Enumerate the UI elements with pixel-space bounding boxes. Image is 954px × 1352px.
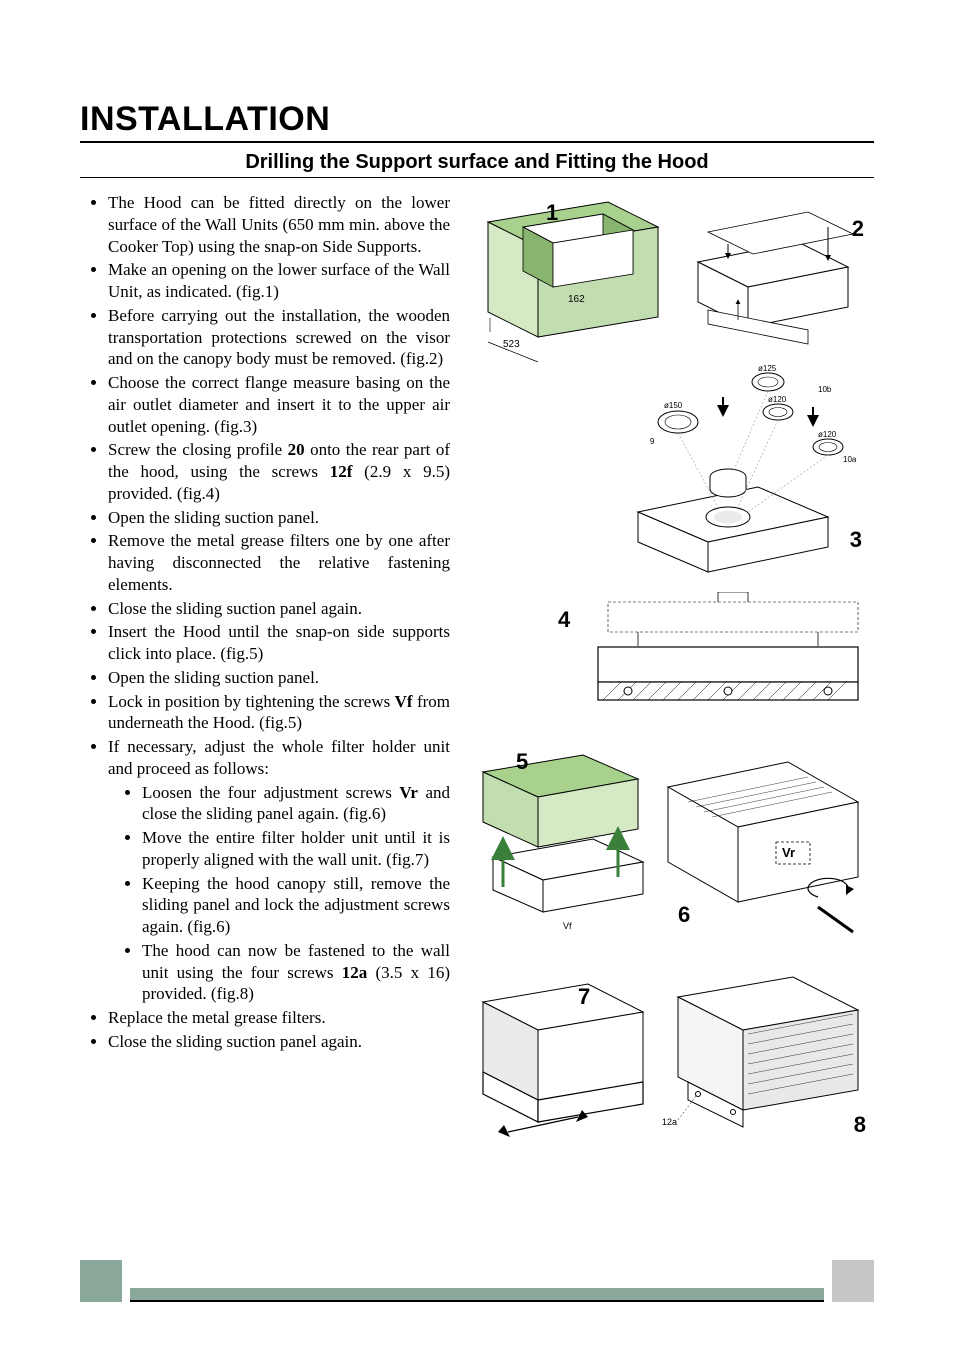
list-item: Keeping the hood canopy still, remove th… — [142, 873, 450, 938]
fig8-svg — [658, 972, 868, 1147]
fig8-number: 8 — [854, 1112, 866, 1138]
figure-6: Vr 6 — [658, 747, 868, 947]
page: INSTALLATION Drilling the Support surfac… — [0, 0, 954, 1352]
fig1-dim-w: 523 — [503, 339, 520, 350]
svg-text:Vf: Vf — [563, 921, 572, 931]
list-item: Screw the closing profile 20 onto the re… — [108, 439, 450, 504]
fig1-number: 1 — [546, 200, 558, 226]
fig6-vr-label: Vr — [782, 845, 795, 860]
footer-accent-right — [832, 1260, 874, 1302]
fig1-svg: 523 162 — [468, 192, 668, 362]
list-item: Before carrying out the installation, th… — [108, 305, 450, 370]
figure-7: 7 — [468, 972, 658, 1147]
list-item: Replace the metal grease filters. — [108, 1007, 450, 1029]
fig3-d150: ø150 — [664, 401, 682, 410]
fig4-number: 4 — [558, 607, 570, 633]
figures-column: 523 162 1 — [468, 192, 874, 1055]
figure-2: 2 — [678, 202, 868, 362]
footer-bar — [130, 1288, 824, 1300]
footer-underline — [130, 1300, 824, 1302]
section-subtitle: Drilling the Support surface and Fitting… — [80, 151, 874, 178]
fig3-number: 3 — [850, 527, 862, 553]
list-item: Close the sliding suction panel again. — [108, 1031, 450, 1053]
figure-8: 12a 8 — [658, 972, 868, 1147]
fig3-d125: ø125 — [758, 364, 776, 373]
fig7-number: 7 — [578, 984, 590, 1010]
fig3-part10a: 10a — [843, 455, 856, 464]
list-item: Insert the Hood until the snap-on side s… — [108, 621, 450, 665]
fig3-d120b: ø120 — [818, 430, 836, 439]
fig3-d120a: ø120 — [768, 395, 786, 404]
list-item: Make an opening on the lower surface of … — [108, 259, 450, 303]
figure-4: 4 — [548, 592, 868, 722]
list-item: If necessary, adjust the whole filter ho… — [108, 736, 450, 1005]
fig3-svg — [618, 367, 868, 582]
footer-accent-left — [80, 1260, 122, 1302]
sub-instruction-list: Loosen the four adjustment screws Vr and… — [108, 782, 450, 1006]
list-item-text: If necessary, adjust the whole filter ho… — [108, 737, 450, 778]
instruction-list: The Hood can be fitted directly on the l… — [80, 192, 450, 1053]
list-item: Lock in position by tightening the screw… — [108, 691, 450, 735]
page-title: INSTALLATION — [80, 100, 874, 143]
fig5-svg: Vf — [468, 747, 658, 937]
fig3-part9: 9 — [650, 437, 654, 446]
text-column: The Hood can be fitted directly on the l… — [80, 192, 450, 1055]
list-item: Remove the metal grease filters one by o… — [108, 530, 450, 595]
fig5-number: 5 — [516, 749, 528, 775]
list-item: Choose the correct flange measure basing… — [108, 372, 450, 437]
fig2-number: 2 — [852, 216, 864, 242]
list-item: Close the sliding suction panel again. — [108, 598, 450, 620]
list-item: Open the sliding suction panel. — [108, 507, 450, 529]
fig7-svg — [468, 972, 658, 1147]
fig4-svg — [548, 592, 868, 722]
list-item: The hood can now be fastened to the wall… — [142, 940, 450, 1005]
figure-5: Vf 5 — [468, 747, 658, 937]
figure-3: ø125 ø150 ø120 ø120 9 10a 10b 3 — [618, 367, 868, 582]
content-columns: The Hood can be fitted directly on the l… — [80, 192, 874, 1055]
list-item: The Hood can be fitted directly on the l… — [108, 192, 450, 257]
list-item: Open the sliding suction panel. — [108, 667, 450, 689]
fig8-12a-label: 12a — [662, 1117, 677, 1127]
page-footer — [0, 1260, 954, 1302]
figure-1: 523 162 1 — [468, 192, 668, 362]
fig2-svg — [678, 202, 868, 362]
list-item: Move the entire filter holder unit until… — [142, 827, 450, 871]
fig1-dim-h: 162 — [568, 294, 585, 305]
list-item: Loosen the four adjustment screws Vr and… — [142, 782, 450, 826]
fig3-part10b: 10b — [818, 385, 831, 394]
fig6-number: 6 — [678, 902, 690, 928]
